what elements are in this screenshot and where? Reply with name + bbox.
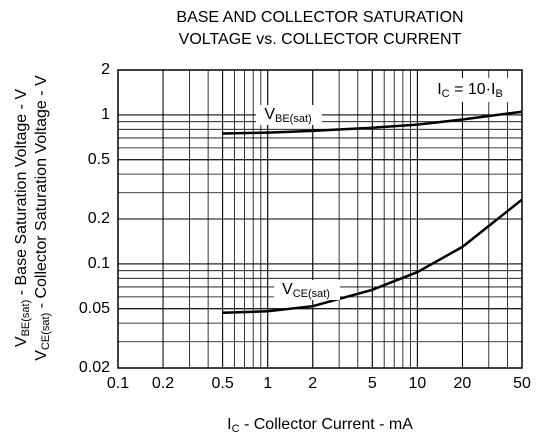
- text-part: BE(sat): [20, 300, 32, 337]
- text-part: V: [264, 106, 275, 123]
- y-tick-label: 0.05: [79, 300, 110, 317]
- text-part: V: [282, 281, 293, 298]
- x-tick-label: 10: [408, 375, 426, 392]
- text-part: B: [495, 88, 502, 100]
- annotation-bg: [420, 78, 518, 102]
- series-label: VCE(sat): [282, 281, 330, 300]
- text-part: - Collector Saturation Voltage - V: [33, 75, 50, 313]
- annotation: IC = 10·IB: [437, 81, 503, 100]
- x-tick-label: 50: [513, 375, 531, 392]
- x-tick-label: 2: [308, 375, 317, 392]
- x-axis-label: IC - Collector Current - mA: [227, 416, 413, 435]
- x-tick-label: 5: [368, 375, 377, 392]
- y-tick-label: 0.1: [88, 255, 110, 272]
- x-tick-label: 0.1: [107, 375, 129, 392]
- text-part: BE(sat): [275, 113, 312, 125]
- plot-border: [117, 69, 523, 369]
- text-part: = 10·I: [450, 81, 496, 98]
- x-tick-label: 20: [454, 375, 472, 392]
- text-part: I: [437, 81, 441, 98]
- y-tick-label: 2: [101, 61, 110, 78]
- y-tick-label: 0.5: [88, 151, 110, 168]
- text-part: V: [13, 336, 30, 347]
- text-part: I: [227, 416, 231, 433]
- text-part: - Base Saturation Voltage - V: [13, 89, 30, 300]
- text-part: - Collector Current - mA: [240, 416, 414, 433]
- chart-title: BASE AND COLLECTOR SATURATION: [176, 9, 463, 26]
- series-label-bg: [256, 105, 322, 125]
- chart-title: VOLTAGE vs. COLLECTOR CURRENT: [179, 31, 462, 48]
- text-part: CE(sat): [293, 288, 330, 300]
- text-part: C: [442, 88, 450, 100]
- x-tick-label: 0.2: [152, 375, 174, 392]
- y-tick-label: 0.2: [88, 210, 110, 227]
- series-label: VBE(sat): [264, 106, 311, 125]
- series-line: [222, 198, 523, 314]
- series-label-bg: [274, 280, 340, 300]
- y-tick-label: 1: [101, 106, 110, 123]
- text-part: V: [33, 350, 50, 361]
- x-tick-label: 1: [263, 375, 272, 392]
- series-line: [222, 110, 523, 135]
- y-tick-label: 0.02: [79, 359, 110, 376]
- x-tick-label: 0.5: [212, 375, 234, 392]
- y-axis-label: VBE(sat) - Base Saturation Voltage - V: [13, 89, 32, 347]
- y-axis-label: VCE(sat) - Collector Saturation Voltage …: [33, 75, 52, 361]
- text-part: CE(sat): [40, 313, 52, 350]
- text-part: C: [232, 423, 240, 435]
